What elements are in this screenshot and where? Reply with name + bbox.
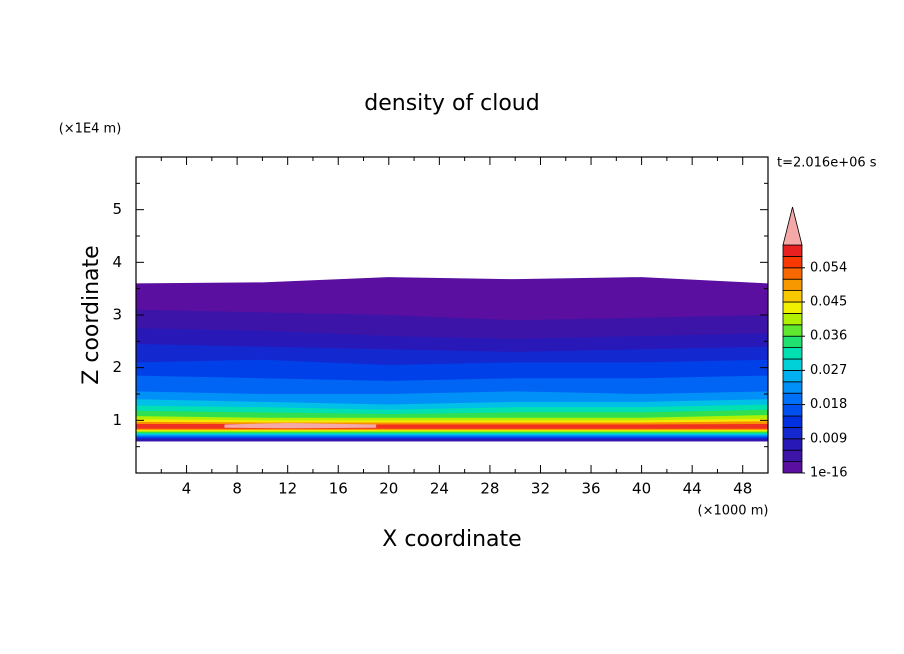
- colorbar-bin: [782, 255, 803, 269]
- colorbar-bin: [782, 335, 803, 349]
- x-axis-title: X coordinate: [382, 527, 521, 552]
- colorbar-bin: [782, 244, 803, 257]
- colorbar-tick-label: 0.027: [810, 363, 847, 378]
- colorbar-bin: [782, 358, 803, 371]
- y-tick-label: 2: [112, 358, 122, 376]
- x-tick-label: 48: [733, 480, 752, 498]
- colorbar-bin: [782, 369, 803, 383]
- y-tick-label: 4: [112, 253, 122, 271]
- x-tick-label: 16: [329, 480, 348, 498]
- colorbar-tick-label: 1e-16: [810, 466, 848, 481]
- y-tick-label: 5: [112, 200, 122, 218]
- time-annotation: t=2.016e+06 s: [777, 156, 877, 171]
- x-tick-label: 32: [531, 480, 550, 498]
- colorbar-extension: [782, 206, 803, 246]
- colorbar-bin: [782, 426, 803, 440]
- colorbar-bin: [782, 267, 803, 280]
- colorbar-tick-label: 0.009: [810, 431, 847, 446]
- x-tick-label: 20: [379, 480, 398, 498]
- colorbar-bin: [782, 381, 803, 394]
- colorbar-bin: [782, 392, 803, 406]
- colorbar-bin: [782, 404, 803, 417]
- colorbar-tick-label: 0.045: [810, 295, 847, 310]
- colorbar-bin: [782, 312, 803, 326]
- colorbar-bin: [782, 415, 803, 428]
- x-tick-label: 12: [278, 480, 297, 498]
- colorbar-bin: [782, 290, 803, 303]
- colorbar-bin: [782, 347, 803, 360]
- colorbar-bin: [782, 324, 803, 337]
- colorbar-bin: [782, 449, 803, 463]
- x-tick-label: 44: [683, 480, 702, 498]
- y-axis-title: Z coordinate: [79, 245, 104, 384]
- y-tick-label: 3: [112, 306, 122, 324]
- colorbar-bin: [782, 461, 803, 474]
- colorbar-bin: [782, 438, 803, 451]
- colorbar-tick-label: 0.018: [810, 397, 847, 412]
- x-tick-label: 36: [581, 480, 600, 498]
- chart-title: density of cloud: [364, 91, 539, 116]
- colorbar-tick-label: 0.036: [810, 329, 847, 344]
- x-tick-label: 24: [430, 480, 449, 498]
- x-tick-label: 8: [232, 480, 242, 498]
- x-unit: (×1000 m): [698, 504, 769, 519]
- x-tick-label: 28: [480, 480, 499, 498]
- colorbar-bin: [782, 278, 803, 292]
- x-tick-label: 40: [632, 480, 651, 498]
- colorbar-tick-label: 0.054: [810, 260, 847, 275]
- y-unit: (×1E4 m): [59, 122, 122, 137]
- colorbar-bin: [782, 301, 803, 314]
- x-tick-label: 4: [182, 480, 192, 498]
- y-tick-label: 1: [112, 411, 122, 429]
- contour-band: [224, 422, 377, 429]
